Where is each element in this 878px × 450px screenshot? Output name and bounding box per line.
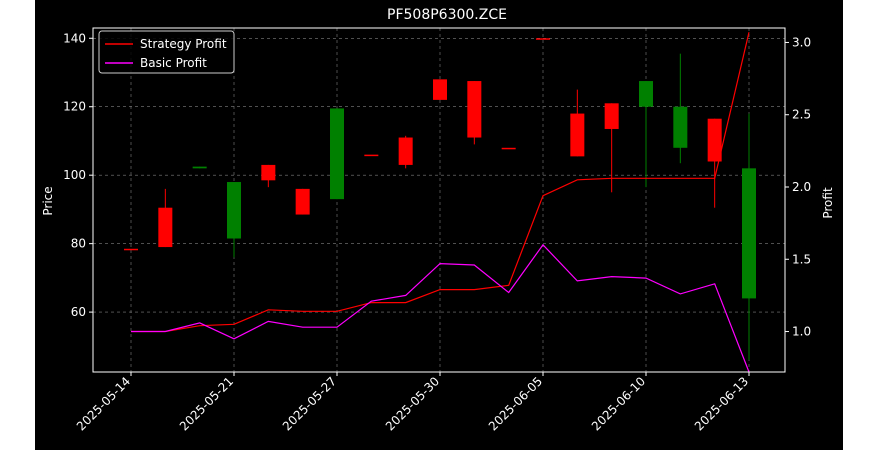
y-left-tick-label: 120 bbox=[63, 100, 86, 114]
y-right-tick-label: 1.5 bbox=[792, 252, 811, 266]
legend-label-strategy: Strategy Profit bbox=[140, 37, 227, 51]
y-right-tick-label: 3.0 bbox=[792, 35, 811, 49]
y-left-tick-label: 140 bbox=[63, 31, 86, 45]
legend-label-basic: Basic Profit bbox=[140, 56, 207, 70]
candle-body bbox=[467, 81, 482, 138]
y-left-tick-label: 80 bbox=[71, 237, 86, 251]
x-tick-label: 2025-06-05 bbox=[486, 374, 545, 433]
x-tick-label: 2025-05-21 bbox=[177, 374, 236, 433]
profit-lines bbox=[131, 32, 750, 373]
candle-body bbox=[742, 168, 756, 299]
candles bbox=[124, 38, 756, 361]
y-left-tick-label: 60 bbox=[71, 305, 86, 319]
candle-body bbox=[124, 248, 138, 251]
x-tick-label: 2025-05-14 bbox=[74, 374, 133, 433]
candle-body bbox=[158, 207, 173, 248]
candle-body bbox=[433, 79, 447, 100]
plot-frame bbox=[92, 27, 786, 373]
candle-body bbox=[227, 182, 241, 239]
candle-body bbox=[295, 188, 310, 215]
candle-body bbox=[398, 137, 413, 165]
x-tick-label: 2025-05-30 bbox=[383, 374, 442, 433]
candle-body bbox=[570, 113, 585, 157]
basic-profit-line bbox=[131, 243, 750, 373]
y-left-tick-label: 100 bbox=[63, 168, 86, 182]
x-tick-label: 2025-05-27 bbox=[280, 374, 339, 433]
chart-svg: PF508P6300.ZCE 60 80 100 120 140 1.0 1.5 2.0 2.5… bbox=[41, 7, 835, 433]
candle-body bbox=[639, 81, 653, 107]
y-right-tick-label: 2.0 bbox=[792, 180, 811, 194]
y-right-tick-label: 1.0 bbox=[792, 325, 811, 339]
candle-body bbox=[673, 106, 688, 148]
legend: Strategy Profit Basic Profit bbox=[98, 30, 235, 74]
candle-body bbox=[604, 103, 619, 129]
x-tick-label: 2025-06-10 bbox=[589, 374, 648, 433]
strategy-profit-line bbox=[131, 32, 750, 333]
candle-body bbox=[707, 118, 722, 162]
candle-body bbox=[192, 166, 207, 169]
chart-figure: PF508P6300.ZCE 60 80 100 120 140 1.0 1.5 2.0 2.5… bbox=[35, 0, 843, 450]
x-tick-label: 2025-06-13 bbox=[692, 374, 751, 433]
grid-lines bbox=[93, 28, 785, 372]
candle-body bbox=[501, 147, 516, 150]
candle-body bbox=[364, 154, 379, 157]
chart-title: PF508P6300.ZCE bbox=[387, 7, 507, 23]
y-right-tick-label: 2.5 bbox=[792, 108, 811, 122]
candle-body bbox=[330, 108, 344, 200]
candle-body bbox=[261, 164, 276, 181]
left-axis-label: Price bbox=[41, 186, 55, 215]
candle-body bbox=[536, 38, 550, 40]
right-axis-label: Profit bbox=[821, 187, 835, 219]
